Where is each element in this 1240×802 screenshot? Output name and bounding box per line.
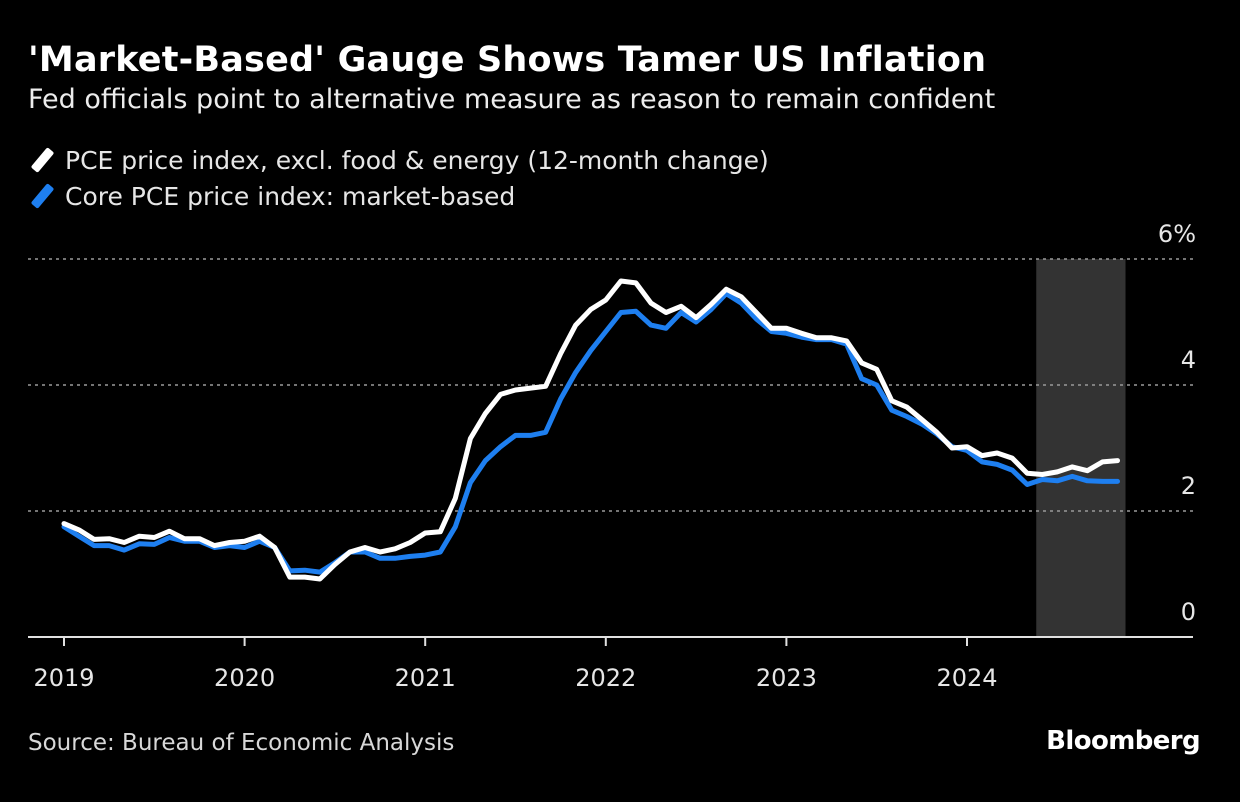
series-line-pce [61, 278, 1120, 582]
legend-item-market-based: Core PCE price index: market-based [30, 178, 769, 214]
bloomberg-logo: Bloomberg [1046, 726, 1200, 756]
x-tick-label-2024: 2024 [936, 664, 997, 692]
shaded-region [1036, 259, 1126, 637]
legend-label-pce: PCE price index, excl. food & energy (12… [65, 145, 769, 175]
x-tick-label-2020: 2020 [214, 664, 275, 692]
y-tick-label-0: 0 [1181, 598, 1196, 626]
source-note: Source: Bureau of Economic Analysis [28, 730, 455, 756]
legend-item-pce: PCE price index, excl. food & energy (12… [30, 142, 769, 178]
y-tick-label-6: 6% [1158, 220, 1196, 248]
legend-label-market-based: Core PCE price index: market-based [65, 181, 516, 211]
chart-subtitle: Fed officials point to alternative measu… [28, 84, 996, 115]
x-tick-label-2023: 2023 [756, 664, 817, 692]
y-tick-label-4: 4 [1181, 346, 1196, 374]
x-tick-label-2022: 2022 [575, 664, 636, 692]
legend: PCE price index, excl. food & energy (12… [30, 142, 769, 214]
x-tick-label-2021: 2021 [395, 664, 456, 692]
x-tick-label-2019: 2019 [33, 664, 94, 692]
y-tick-label-2: 2 [1181, 472, 1196, 500]
series-line-market-based [61, 291, 1120, 575]
chart-title: 'Market-Based' Gauge Shows Tamer US Infl… [28, 40, 987, 80]
